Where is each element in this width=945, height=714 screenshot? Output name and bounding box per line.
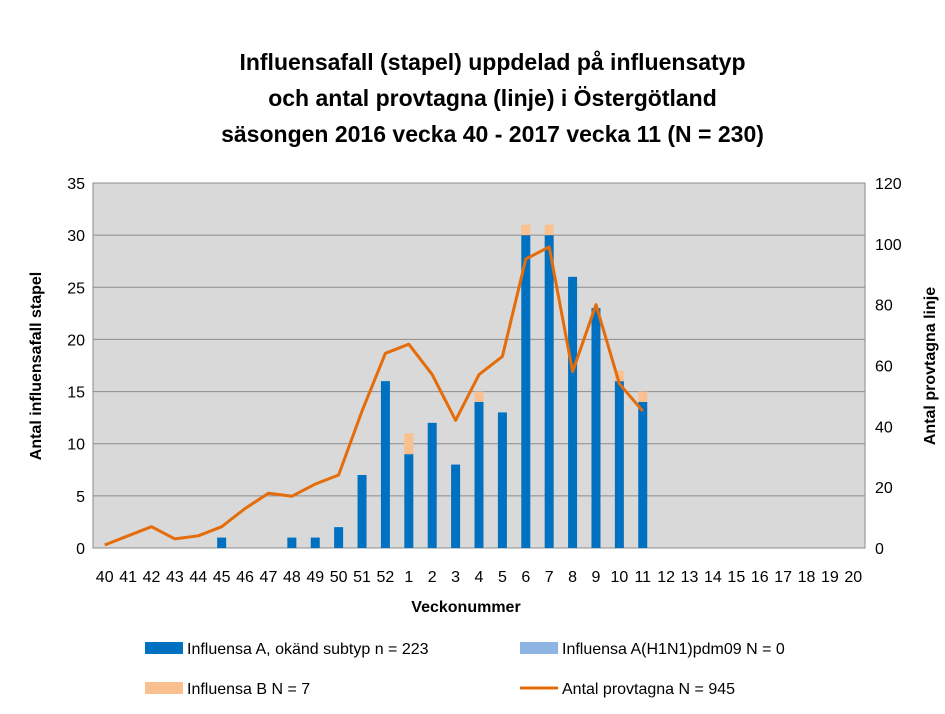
legend-label: Antal provtagna N = 945 <box>562 681 735 698</box>
bar <box>591 308 601 548</box>
bar <box>357 475 367 548</box>
chart-title-line-3: säsongen 2016 vecka 40 - 2017 vecka 11 (… <box>221 121 764 147</box>
x-tick: 47 <box>260 569 278 586</box>
chart-title-line-2: och antal provtagna (linje) i Östergötla… <box>268 85 717 111</box>
legend-swatch <box>145 682 183 694</box>
x-tick: 41 <box>119 569 137 586</box>
x-tick: 19 <box>821 569 839 586</box>
bar <box>614 381 624 548</box>
bar <box>451 464 461 548</box>
bar <box>287 537 297 548</box>
x-tick: 46 <box>236 569 254 586</box>
bar <box>474 402 484 548</box>
x-tick: 12 <box>657 569 675 586</box>
y-tick-left: 20 <box>67 332 85 349</box>
chart-title: Influensafall (stapel) uppdelad på influ… <box>0 44 945 152</box>
x-tick: 40 <box>96 569 114 586</box>
chart-title-line-1: Influensafall (stapel) uppdelad på influ… <box>239 49 746 75</box>
y-tick-left: 25 <box>67 280 85 297</box>
bar <box>544 235 554 548</box>
legend-swatch <box>145 642 183 654</box>
x-tick: 51 <box>353 569 371 586</box>
bar <box>497 412 507 548</box>
y-tick-right: 20 <box>875 480 893 497</box>
y-tick-right: 60 <box>875 359 893 376</box>
y-tick-left: 5 <box>76 489 85 506</box>
y-tick-right: 100 <box>875 237 902 254</box>
bar <box>521 224 531 236</box>
y-axis-label-left: Antal influensafall stapel <box>28 272 45 460</box>
bar <box>521 235 531 548</box>
x-tick: 44 <box>189 569 207 586</box>
line-series <box>104 245 644 547</box>
x-tick: 2 <box>428 569 437 586</box>
legend-label: Influensa A, okänd subtyp n = 223 <box>187 641 429 658</box>
y-tick-right: 120 <box>875 176 902 193</box>
x-tick: 45 <box>213 569 231 586</box>
y-tick-right: 80 <box>875 298 893 315</box>
x-tick: 43 <box>166 569 184 586</box>
bar <box>638 402 648 548</box>
x-tick: 18 <box>798 569 816 586</box>
y-tick-right: 0 <box>875 541 884 558</box>
x-tick: 9 <box>592 569 601 586</box>
bar <box>614 370 624 382</box>
bar <box>404 454 414 548</box>
x-tick: 13 <box>681 569 699 586</box>
bar <box>427 422 437 548</box>
x-tick: 10 <box>610 569 628 586</box>
bar <box>404 433 414 455</box>
x-tick: 4 <box>475 569 484 586</box>
x-tick: 17 <box>774 569 792 586</box>
x-tick: 50 <box>330 569 348 586</box>
y-tick-left: 0 <box>76 541 85 558</box>
x-axis-label: Veckonummer <box>411 599 520 616</box>
bar <box>310 537 320 548</box>
y-tick-left: 15 <box>67 385 85 402</box>
x-tick: 3 <box>451 569 460 586</box>
legend-label: Influensa A(H1N1)pdm09 N = 0 <box>562 641 785 658</box>
y-axis-label-right: Antal provtagna linje <box>922 287 939 445</box>
legend-label: Influensa B N = 7 <box>187 681 310 698</box>
x-tick: 6 <box>521 569 530 586</box>
y-tick-left: 30 <box>67 228 85 245</box>
bar <box>474 391 484 402</box>
x-tick: 11 <box>634 569 651 586</box>
y-tick-right: 40 <box>875 419 893 436</box>
x-tick: 15 <box>727 569 745 586</box>
x-tick: 16 <box>751 569 769 586</box>
bar <box>334 527 344 548</box>
x-tick: 52 <box>377 569 395 586</box>
bar <box>638 391 648 402</box>
y-tick-left: 35 <box>67 176 85 193</box>
x-tick: 42 <box>143 569 161 586</box>
bar <box>217 537 227 548</box>
bar <box>544 224 554 236</box>
legend-swatch <box>520 642 558 654</box>
legend: Influensa A, okänd subtyp n = 223 Influen… <box>145 641 785 698</box>
x-tick: 1 <box>404 569 413 586</box>
x-tick: 14 <box>704 569 722 586</box>
x-tick: 7 <box>545 569 554 586</box>
bar <box>568 276 578 548</box>
x-tick: 49 <box>306 569 324 586</box>
x-tick: 48 <box>283 569 301 586</box>
bar <box>380 381 390 548</box>
y-tick-left: 10 <box>67 437 85 454</box>
x-tick: 20 <box>844 569 862 586</box>
x-tick: 8 <box>568 569 577 586</box>
x-tick: 5 <box>498 569 507 586</box>
